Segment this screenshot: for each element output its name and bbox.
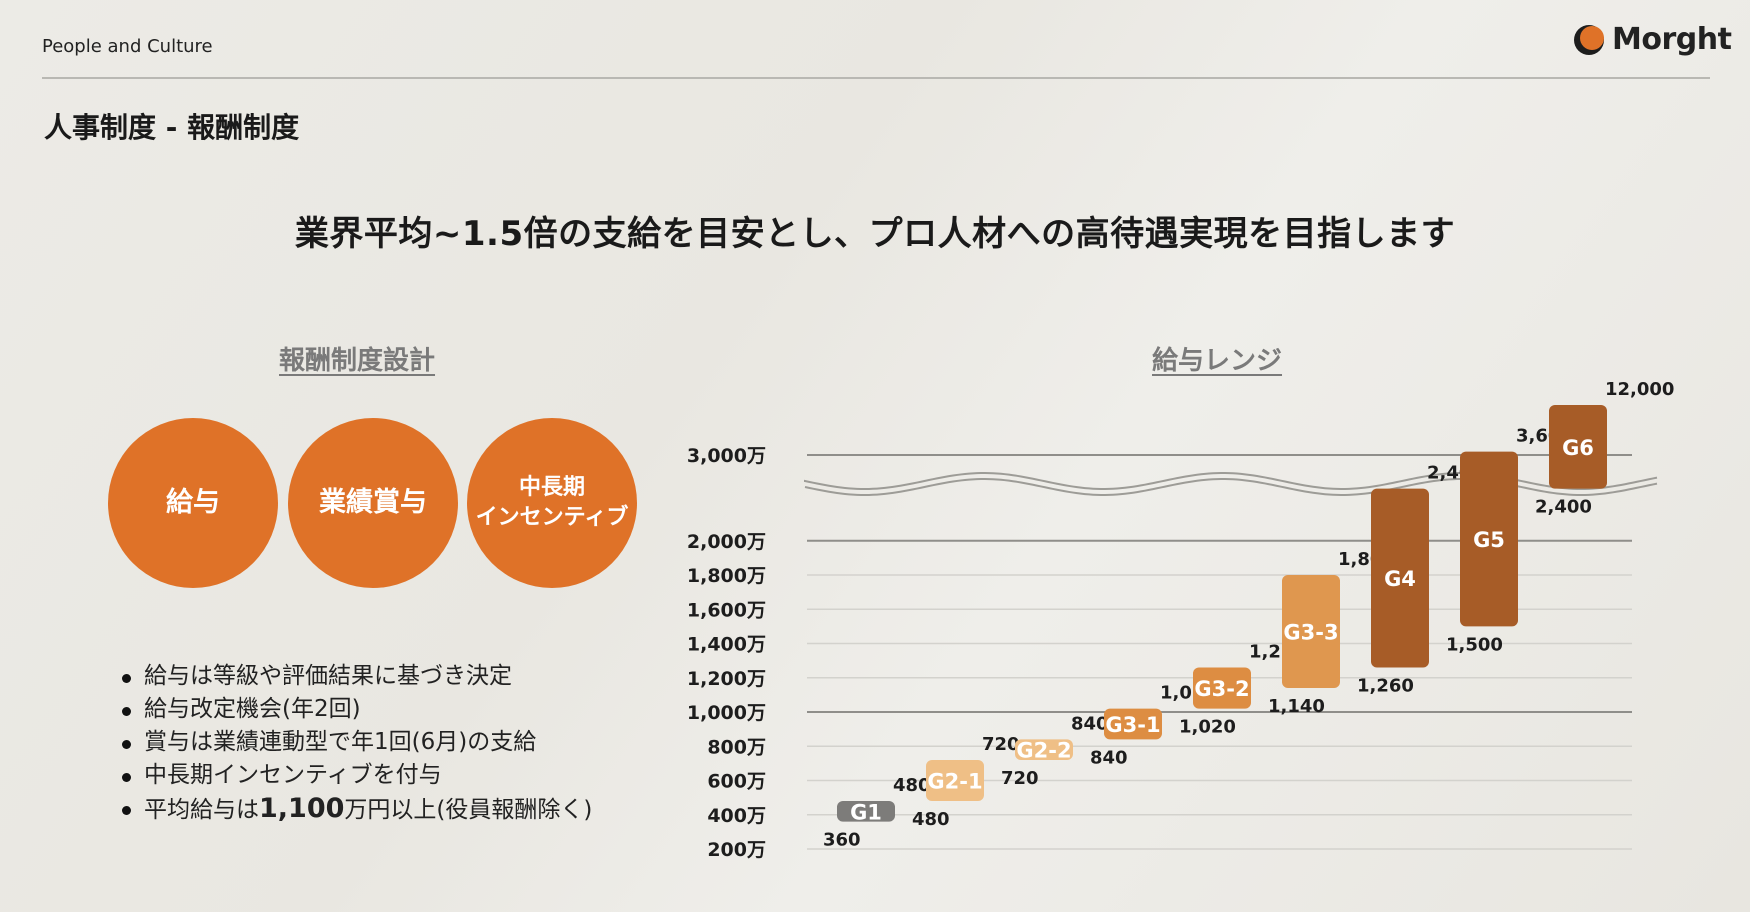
bullet-text: 賞与は業績連動型で年1回(6月)の支給 — [144, 729, 537, 755]
long-term-incentive-line2: インセンティブ — [475, 505, 629, 530]
range-bar-g3-1 — [1104, 708, 1162, 740]
bar-grade-label: G3-3 — [1283, 621, 1338, 645]
performance-bonus-circle: 業績賞与 — [288, 418, 458, 588]
brand-name: Morght — [1612, 22, 1732, 57]
bar-grade-label: G3-1 — [1105, 713, 1160, 737]
y-tick-label: 3,000万 — [687, 445, 766, 467]
range-bar-g2-2 — [1015, 739, 1073, 760]
bar-min-label: 360 — [823, 830, 861, 851]
bar-max-label: 12,000 — [1605, 379, 1674, 400]
policy-bullet-list: 給与は等級や評価結果に基づき決定 給与改定機会(年2回) 賞与は業績連動型で年1… — [118, 660, 592, 825]
bullet-item: 中長期インセンティブを付与 — [118, 759, 592, 792]
axis-break-line — [804, 478, 1658, 497]
range-bar-g3-2 — [1193, 667, 1251, 709]
range-bar-g4 — [1371, 488, 1429, 668]
bar-min-label: 720 — [1001, 768, 1039, 789]
y-tick-label: 2,000万 — [687, 531, 766, 553]
headline: 業界平均~1.5倍の支給を目安とし、プロ人材への高待遇実現を目指します — [294, 214, 1456, 254]
average-salary-value: 1,100 — [259, 793, 345, 824]
brand-logo: Morght — [1572, 22, 1732, 57]
bar-grade-label: G1 — [850, 800, 882, 824]
y-tick-label: 600万 — [707, 771, 766, 793]
y-tick-label: 1,000万 — [687, 702, 766, 724]
salary-circle-label: 給与 — [166, 487, 220, 518]
salary-circle: 給与 — [108, 418, 278, 588]
bar-min-label: 1,020 — [1179, 717, 1236, 738]
bar-max-label: 840 — [1071, 713, 1109, 734]
bar-min-label: 1,140 — [1268, 696, 1325, 717]
y-tick-label: 400万 — [707, 805, 766, 827]
bar-min-label: 1,260 — [1357, 675, 1414, 696]
long-term-incentive-line1: 中長期 — [518, 475, 585, 500]
bar-min-label: 480 — [912, 809, 950, 830]
bar-min-label: 2,400 — [1535, 497, 1592, 518]
bar-grade-label: G6 — [1562, 436, 1594, 460]
bullet-item: 給与は等級や評価結果に基づき決定 — [118, 660, 592, 693]
compensation-design-title: 報酬制度設計 — [279, 346, 436, 376]
range-bar-g3-3 — [1282, 575, 1340, 689]
axis-break-line — [804, 472, 1658, 491]
bullet-item: 平均給与は1,100万円以上(役員報酬除く) — [118, 792, 592, 825]
bullet-prefix: 平均給与は — [144, 797, 259, 823]
bar-min-label: 1,500 — [1446, 634, 1503, 655]
salary-range-title: 給与レンジ — [1152, 346, 1283, 376]
header-divider — [42, 77, 1710, 79]
y-tick-label: 1,800万 — [687, 565, 766, 587]
bar-max-label: 720 — [982, 734, 1020, 755]
performance-bonus-circle-label: 業績賞与 — [319, 487, 427, 518]
range-bar-g1 — [837, 801, 895, 822]
bar-grade-label: G5 — [1473, 528, 1505, 552]
bar-grade-label: G3-2 — [1194, 677, 1249, 701]
y-tick-label: 1,400万 — [687, 634, 766, 656]
bullet-suffix: 万円以上(役員報酬除く) — [344, 797, 593, 823]
range-bar-g2-1 — [926, 759, 984, 802]
bullet-text: 給与改定機会(年2回) — [144, 696, 361, 722]
bar-grade-label: G2-1 — [927, 770, 982, 794]
range-bar-g5 — [1460, 451, 1518, 627]
bar-grade-label: G2-2 — [1016, 739, 1071, 763]
bullet-item: 給与改定機会(年2回) — [118, 693, 592, 726]
y-tick-label: 800万 — [707, 736, 766, 758]
bar-min-label: 840 — [1090, 747, 1128, 768]
bullet-text: 給与は等級や評価結果に基づき決定 — [144, 663, 512, 689]
page-title: 人事制度 - 報酬制度 — [44, 111, 300, 144]
long-term-incentive-circle: 中長期 インセンティブ — [467, 418, 637, 588]
y-tick-label: 1,200万 — [687, 668, 766, 690]
y-tick-label: 1,600万 — [687, 599, 766, 621]
header-label: People and Culture — [42, 36, 213, 57]
y-tick-label: 200万 — [707, 839, 766, 861]
bullet-text: 中長期インセンティブを付与 — [144, 762, 442, 788]
bullet-item: 賞与は業績連動型で年1回(6月)の支給 — [118, 726, 592, 759]
bar-max-label: 480 — [893, 775, 931, 796]
moon-logo-icon — [1574, 24, 1604, 55]
range-bar-g6 — [1549, 405, 1607, 489]
bar-grade-label: G4 — [1384, 567, 1416, 591]
